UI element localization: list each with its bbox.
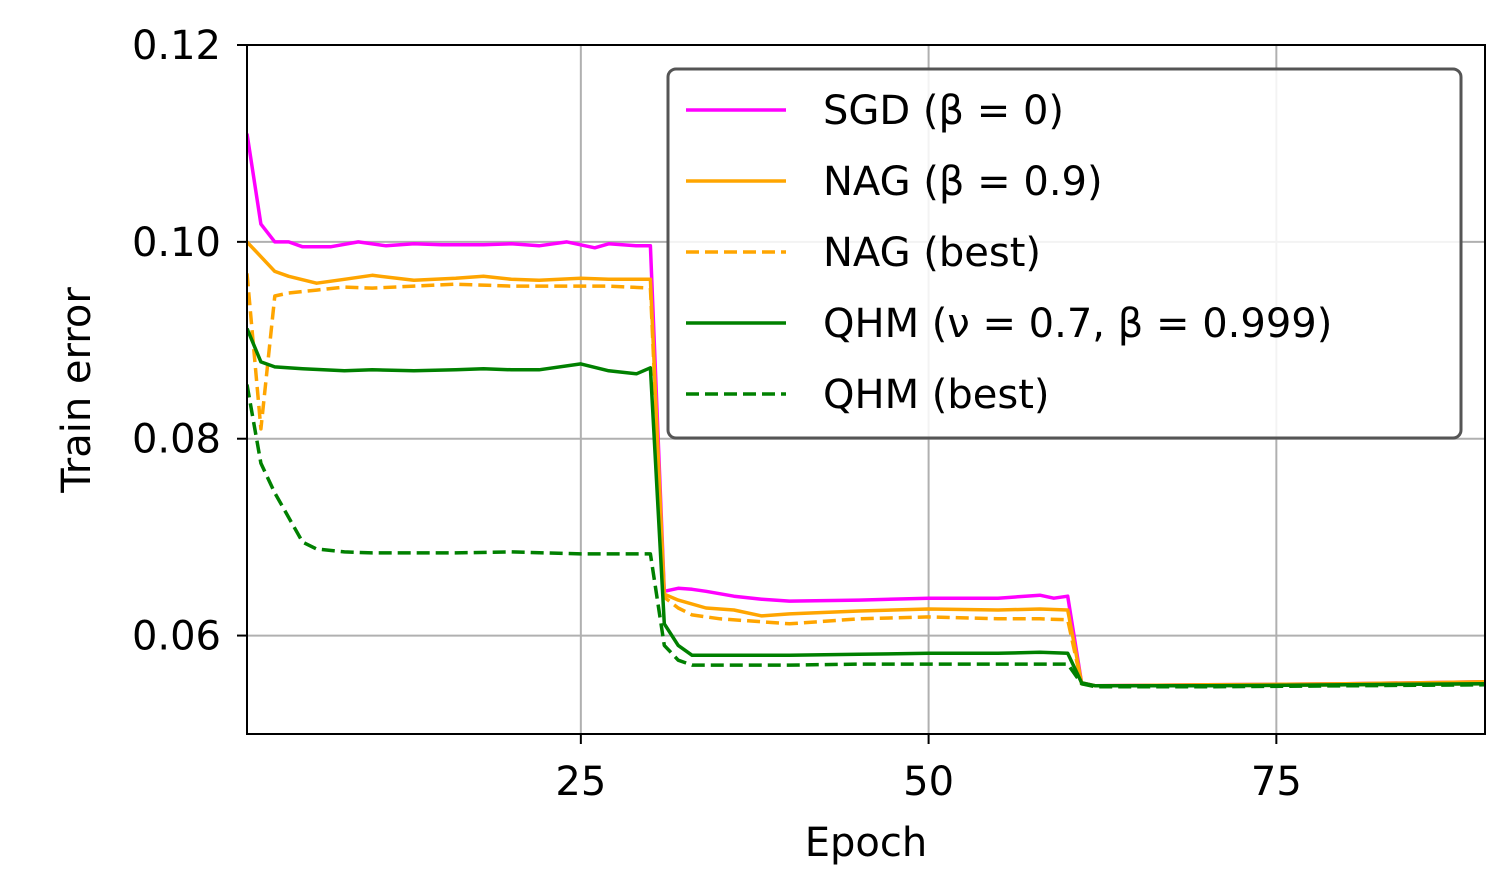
x-tick-label: 25 — [555, 759, 606, 805]
legend-label-5: QHM (best) — [823, 372, 1050, 418]
series-lines — [247, 133, 1485, 689]
legend-label-3: NAG (best) — [823, 230, 1041, 276]
legend-label-1: SGD (β = 0) — [823, 88, 1064, 134]
legend-box — [666, 67, 1463, 440]
series-line-5 — [247, 384, 1485, 689]
y-tick-label: 0.12 — [132, 23, 221, 69]
x-tick-label: 50 — [903, 759, 954, 805]
series-line-4 — [247, 327, 1485, 688]
plot-frame — [246, 44, 1486, 735]
y-axis-label: Train error — [54, 287, 100, 494]
legend: SGD (β = 0) NAG (β = 0.9) NAG (best) QHM (ν… — [666, 67, 1463, 440]
series-line-3 — [247, 273, 1485, 688]
y-tick-label: 0.10 — [132, 220, 221, 266]
series-line-2 — [247, 240, 1485, 688]
y-tick-label: 0.08 — [132, 417, 221, 463]
legend-label-4: QHM (ν = 0.7, β = 0.999) — [823, 301, 1332, 347]
x-tick-label: 75 — [1251, 759, 1302, 805]
axis-ticks: 25 50 75 0.06 0.08 0.10 0.12 — [132, 23, 1302, 805]
legend-label-2: NAG (β = 0.9) — [823, 159, 1103, 205]
x-axis-label: Epoch — [805, 820, 927, 866]
y-tick-label: 0.06 — [132, 614, 221, 660]
